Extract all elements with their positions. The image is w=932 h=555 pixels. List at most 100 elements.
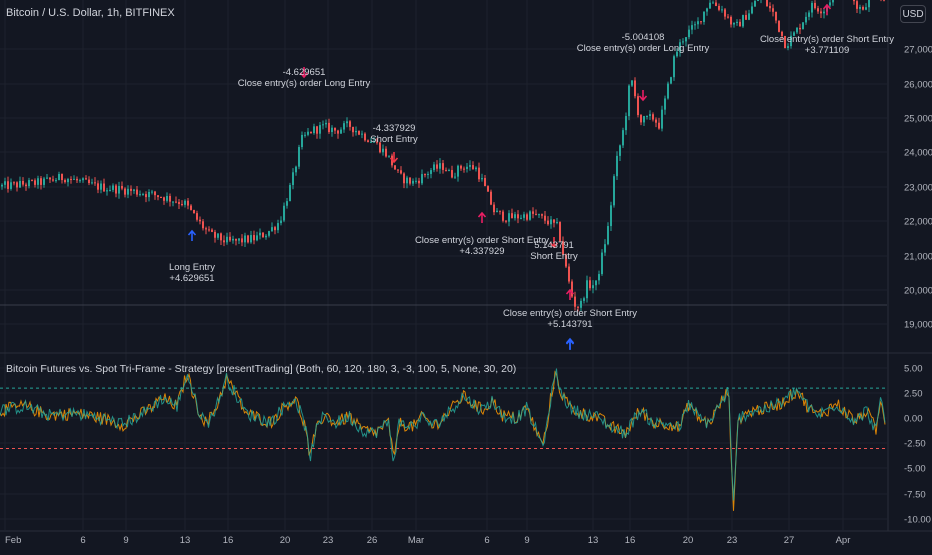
candle bbox=[712, 0, 714, 4]
candle bbox=[250, 230, 252, 244]
candle bbox=[217, 233, 219, 240]
candle bbox=[271, 222, 273, 233]
candle bbox=[373, 136, 375, 143]
trade-annotation-text: -5.004108 bbox=[622, 32, 665, 43]
candle bbox=[211, 228, 213, 233]
candle bbox=[190, 204, 192, 211]
candle bbox=[31, 179, 33, 182]
candle bbox=[775, 11, 777, 24]
candle bbox=[571, 279, 573, 298]
candle bbox=[568, 263, 570, 284]
candle bbox=[487, 185, 489, 192]
candle bbox=[769, 2, 771, 12]
time-axis-label: 27 bbox=[784, 535, 795, 546]
candle bbox=[709, 0, 711, 9]
candle bbox=[472, 161, 474, 170]
price-pane[interactable] bbox=[1, 0, 885, 312]
candle bbox=[124, 187, 126, 198]
candle bbox=[52, 175, 54, 182]
candle bbox=[256, 231, 258, 242]
candle bbox=[307, 127, 309, 137]
candle bbox=[625, 112, 627, 135]
arrow-up-icon bbox=[477, 211, 487, 223]
candle bbox=[226, 232, 228, 245]
arrow-up-icon bbox=[565, 337, 575, 349]
candle bbox=[232, 235, 234, 244]
candle bbox=[631, 80, 633, 88]
candle bbox=[529, 210, 531, 221]
candle bbox=[550, 215, 552, 229]
candle bbox=[142, 192, 144, 196]
candle bbox=[406, 175, 408, 189]
axis-layer: 27,000.0 26,000.0 25,000.0 24,000.0 23,000.0… bbox=[5, 45, 932, 547]
oscillator-axis-label: 5.00 bbox=[904, 364, 923, 375]
candle bbox=[532, 207, 534, 219]
candle bbox=[643, 115, 645, 127]
oscillator-pane[interactable] bbox=[0, 368, 887, 511]
price-axis-label: 22,000.0 bbox=[904, 217, 932, 228]
candle bbox=[61, 173, 63, 184]
candle bbox=[64, 178, 66, 184]
candle bbox=[652, 112, 654, 122]
price-axis-label: 27,000.0 bbox=[904, 45, 932, 56]
candle bbox=[610, 201, 612, 232]
candle bbox=[613, 174, 615, 208]
candle bbox=[481, 173, 483, 182]
candle bbox=[292, 168, 294, 190]
trade-annotation-text: -4.337929 bbox=[373, 123, 416, 134]
candle bbox=[637, 93, 639, 118]
candle bbox=[856, 0, 858, 14]
candle bbox=[649, 110, 651, 121]
currency-badge[interactable]: USD bbox=[900, 5, 926, 23]
candle bbox=[283, 202, 285, 223]
candle bbox=[421, 169, 423, 186]
candle bbox=[517, 210, 519, 224]
time-axis-label: 13 bbox=[588, 535, 599, 546]
candle bbox=[409, 177, 411, 186]
candle bbox=[685, 36, 687, 47]
candle bbox=[751, 2, 753, 15]
time-axis-label: 13 bbox=[180, 535, 191, 546]
candle bbox=[772, 4, 774, 17]
price-axis-label: 21,000.0 bbox=[904, 252, 932, 263]
time-axis-label: 9 bbox=[524, 535, 529, 546]
candle bbox=[511, 208, 513, 219]
candle bbox=[502, 209, 504, 223]
candle bbox=[724, 8, 726, 20]
candle bbox=[10, 178, 12, 191]
oscillator-axis-label: -7.50 bbox=[904, 490, 926, 501]
candle bbox=[682, 38, 684, 45]
time-axis-label: 16 bbox=[625, 535, 636, 546]
trade-annotation-text: +3.771109 bbox=[805, 45, 849, 56]
candle bbox=[70, 176, 72, 184]
arrow-down-icon bbox=[549, 237, 559, 249]
candle bbox=[400, 166, 402, 175]
candle bbox=[718, 3, 720, 12]
candle bbox=[439, 158, 441, 174]
trade-annotation-text: -4.629651 bbox=[283, 67, 326, 78]
candle bbox=[592, 280, 594, 294]
candle bbox=[151, 189, 153, 195]
candle bbox=[676, 48, 678, 58]
candle bbox=[325, 119, 327, 128]
candle bbox=[619, 144, 621, 161]
candle bbox=[118, 181, 120, 199]
grid-layer bbox=[0, 0, 887, 530]
candle bbox=[445, 167, 447, 172]
candle bbox=[97, 180, 99, 194]
candle bbox=[688, 25, 690, 40]
candle bbox=[349, 120, 351, 131]
candle bbox=[760, 0, 762, 4]
candle bbox=[535, 209, 537, 216]
candle bbox=[583, 296, 585, 304]
candle bbox=[43, 176, 45, 188]
oscillator-axis-label: 2.50 bbox=[904, 389, 923, 400]
candle bbox=[106, 187, 108, 196]
trade-annotation-text: +4.337929 bbox=[459, 246, 504, 257]
time-axis-label: Feb bbox=[5, 535, 21, 546]
candle bbox=[286, 198, 288, 209]
candle bbox=[205, 226, 207, 235]
candle bbox=[274, 225, 276, 235]
